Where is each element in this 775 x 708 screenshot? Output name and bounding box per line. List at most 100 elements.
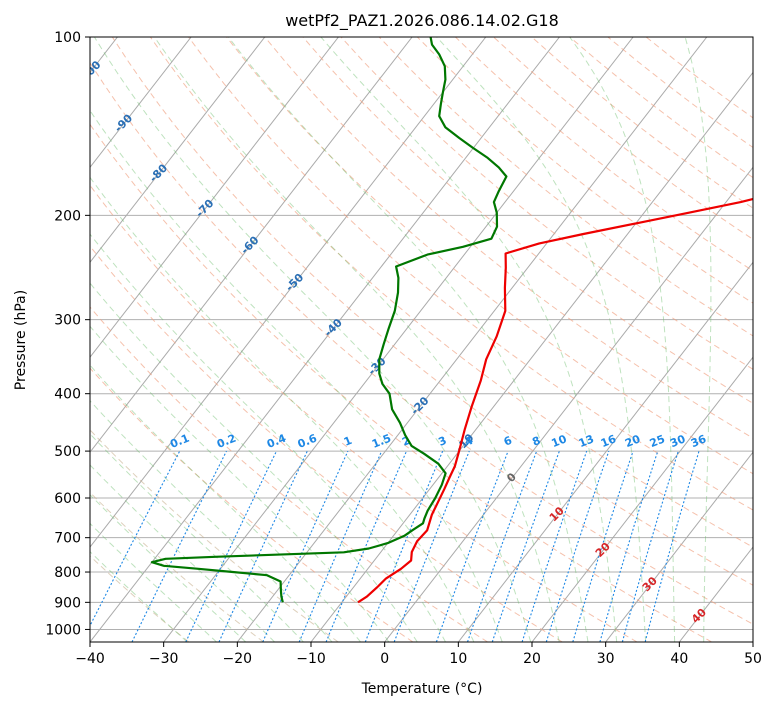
mixing-ratio-line bbox=[545, 450, 610, 642]
dry-adiabat bbox=[90, 367, 414, 642]
moist-adiabat bbox=[90, 522, 217, 642]
mixing-ratio-line bbox=[644, 450, 700, 642]
mixing-ratio-line bbox=[621, 450, 679, 642]
y-axis-label: Pressure (hPa) bbox=[13, 290, 29, 390]
x-tick-label: −10 bbox=[296, 651, 326, 667]
y-tick-label: 1000 bbox=[45, 622, 81, 638]
moist-adiabat bbox=[90, 550, 188, 642]
x-axis-label: Temperature (°C) bbox=[361, 681, 483, 697]
mixing-ratio-label: 8 bbox=[530, 434, 542, 449]
mixing-ratio-line bbox=[218, 450, 308, 642]
temperature-profile-line bbox=[357, 197, 753, 604]
dry-adiabat bbox=[90, 123, 712, 642]
isotherm-line bbox=[90, 37, 192, 169]
isotherm-line bbox=[310, 71, 753, 642]
isotherm-line bbox=[236, 37, 708, 642]
mixing-ratio-label: 30 bbox=[668, 432, 687, 450]
plot-frame bbox=[89, 36, 754, 643]
moist-adiabat bbox=[90, 233, 446, 642]
isotherm-line bbox=[531, 356, 753, 642]
y-tick-label: 300 bbox=[54, 313, 81, 329]
mixing-ratio-line bbox=[262, 450, 349, 642]
dry-adiabat bbox=[188, 37, 753, 511]
dry-adiabat bbox=[90, 184, 638, 642]
isotherm-line bbox=[90, 37, 413, 453]
y-axis-ticks: 100 200 300 400 500 600 700 800 900 1000 bbox=[45, 30, 90, 638]
mixing-ratio-line bbox=[131, 450, 227, 642]
isotherm-line bbox=[457, 261, 753, 642]
x-tick-label: 40 bbox=[670, 651, 688, 667]
moist-adiabat bbox=[90, 176, 475, 642]
y-tick-label: 900 bbox=[54, 595, 81, 611]
moist-adiabat bbox=[93, 37, 532, 642]
moist-adiabat bbox=[90, 109, 503, 642]
mixing-ratio-label: 25 bbox=[648, 432, 667, 450]
moist-adiabat bbox=[90, 433, 304, 642]
chart-title: wetPf2_PAZ1.2026.086.14.02.G18 bbox=[285, 11, 559, 31]
dry-adiabats bbox=[90, 37, 753, 642]
moist-adiabat bbox=[569, 37, 676, 642]
moist-adiabat bbox=[90, 325, 390, 642]
moist-adiabat bbox=[90, 364, 361, 642]
mixing-ratio-line bbox=[599, 450, 659, 642]
mixing-ratio-label: 2 bbox=[400, 434, 412, 449]
mixing-ratio-label: 13 bbox=[577, 432, 596, 450]
isotherm-line bbox=[384, 166, 753, 642]
x-axis-ticks: −40 −30 −20 −10 0 10 20 30 40 50 bbox=[75, 642, 762, 667]
dry-adiabat bbox=[111, 37, 753, 586]
mixing-ratio-lines bbox=[90, 450, 700, 642]
x-tick-label: 30 bbox=[597, 651, 615, 667]
dry-adiabat bbox=[90, 245, 563, 642]
mixing-ratio-line bbox=[435, 450, 509, 642]
moist-adiabat bbox=[90, 464, 275, 642]
x-tick-label: −20 bbox=[223, 651, 253, 667]
isotherm-line bbox=[90, 37, 266, 264]
y-tick-label: 500 bbox=[54, 444, 81, 460]
mixing-ratio-label: 20 bbox=[623, 432, 642, 450]
moist-adiabat bbox=[90, 400, 333, 642]
mixing-ratio-label: 3 bbox=[436, 434, 448, 449]
moist-adiabat bbox=[90, 282, 418, 642]
dry-adiabat bbox=[340, 37, 753, 370]
x-tick-label: 10 bbox=[449, 651, 467, 667]
dry-adiabat bbox=[416, 37, 753, 304]
dry-adiabat bbox=[378, 37, 753, 337]
moist-adiabat bbox=[90, 494, 247, 642]
mixing-ratio-label: 36 bbox=[689, 432, 708, 450]
isotherm-line bbox=[90, 37, 487, 548]
x-tick-label: 20 bbox=[523, 651, 541, 667]
y-tick-label: 100 bbox=[54, 30, 81, 46]
x-tick-label: −30 bbox=[149, 651, 179, 667]
mixing-ratio-line bbox=[298, 450, 383, 642]
isotherm-line bbox=[163, 37, 634, 642]
mixing-ratio-line bbox=[572, 450, 634, 642]
mixing-ratio-line bbox=[90, 450, 181, 627]
mixing-ratio-line bbox=[364, 450, 444, 642]
moist-adiabat bbox=[228, 37, 589, 642]
moist-adiabats bbox=[90, 37, 712, 642]
y-tick-label: 700 bbox=[54, 531, 81, 547]
y-tick-label: 400 bbox=[54, 387, 81, 403]
x-tick-label: 50 bbox=[744, 651, 762, 667]
moist-adiabat bbox=[153, 37, 560, 642]
moist-adiabat bbox=[684, 37, 712, 642]
sounding-profiles bbox=[150, 37, 753, 604]
mixing-ratio-label: 10 bbox=[550, 432, 569, 450]
y-tick-label: 800 bbox=[54, 565, 81, 581]
dry-adiabat bbox=[90, 61, 753, 625]
mixing-ratio-line bbox=[185, 450, 277, 642]
moist-adiabat bbox=[320, 37, 618, 642]
dry-adiabat bbox=[90, 306, 488, 642]
x-tick-label: −40 bbox=[75, 651, 105, 667]
mixing-ratio-line bbox=[325, 450, 408, 642]
y-tick-label: 200 bbox=[54, 208, 81, 224]
skewed-isotherm-grid bbox=[90, 37, 753, 642]
x-tick-label: 0 bbox=[380, 651, 389, 667]
isotherm-line bbox=[605, 451, 753, 642]
mixing-ratio-line bbox=[521, 450, 588, 642]
mixing-ratio-label: 1 bbox=[342, 434, 354, 449]
isotherm-line bbox=[90, 37, 560, 642]
isotherm-line bbox=[90, 37, 339, 359]
mixing-ratio-line bbox=[491, 450, 560, 642]
